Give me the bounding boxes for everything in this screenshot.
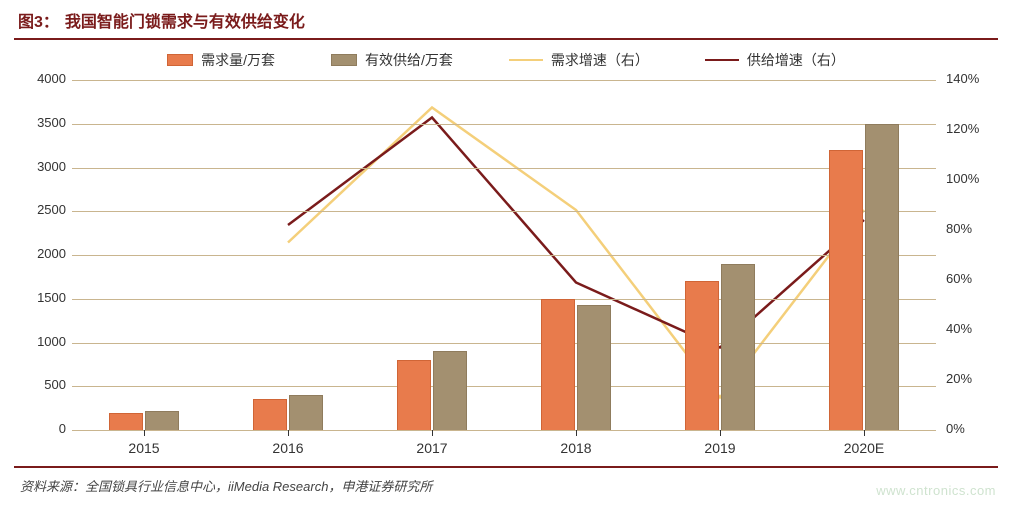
- source-label: 资料来源：全国锁具行业信息中心，iiMedia Research，申港证券研究所: [14, 472, 998, 495]
- watermark: www.cntronics.com: [876, 483, 996, 498]
- x-tick: [720, 430, 721, 436]
- legend-label: 需求量/万套: [201, 50, 275, 70]
- figure-number: 图3：: [18, 8, 59, 32]
- y-left-tick-label: 2500: [16, 202, 66, 217]
- y-right-tick-label: 60%: [946, 271, 1000, 286]
- bar: [577, 305, 610, 430]
- x-tick-label: 2016: [272, 440, 303, 456]
- bar: [829, 150, 862, 430]
- x-tick: [432, 430, 433, 436]
- bottom-rule: [14, 466, 998, 468]
- y-left-tick-label: 0: [16, 421, 66, 436]
- bar: [289, 395, 322, 430]
- legend-label: 需求增速（右）: [551, 50, 649, 70]
- x-tick-label: 2019: [704, 440, 735, 456]
- y-right-tick-label: 0%: [946, 421, 1000, 436]
- gridline: [72, 343, 936, 344]
- y-left-tick-label: 3500: [16, 115, 66, 130]
- gridline: [72, 124, 936, 125]
- legend-swatch: [167, 54, 193, 66]
- x-tick: [576, 430, 577, 436]
- title-rule: [14, 38, 998, 40]
- y-left-tick-label: 500: [16, 377, 66, 392]
- y-left-tick-label: 2000: [16, 246, 66, 261]
- legend-label: 供给增速（右）: [747, 50, 845, 70]
- legend-item: 供给增速（右）: [705, 50, 845, 70]
- figure-title-row: 图3： 我国智能门锁需求与有效供给变化: [14, 8, 998, 32]
- bar: [721, 264, 754, 430]
- legend-label: 有效供给/万套: [365, 50, 453, 70]
- bar: [541, 299, 574, 430]
- chart-area: 需求量/万套有效供给/万套需求增速（右）供给增速（右） 050010001500…: [14, 44, 998, 464]
- line-series: [288, 108, 864, 398]
- gridline: [72, 255, 936, 256]
- legend-line-swatch: [705, 59, 739, 62]
- x-tick-label: 2015: [128, 440, 159, 456]
- x-tick: [864, 430, 865, 436]
- legend: 需求量/万套 有效供给/万套 需求增速（右） 供给增速（右）: [14, 50, 998, 70]
- figure-title: 我国智能门锁需求与有效供给变化: [65, 8, 305, 32]
- line-series: [288, 118, 864, 348]
- chart-figure: 图3： 我国智能门锁需求与有效供给变化 需求量/万套 有效供给/万套 需求增速（右）…: [0, 0, 1012, 510]
- legend-item: 有效供给/万套: [331, 50, 453, 70]
- bar: [865, 124, 898, 430]
- y-right-tick-label: 120%: [946, 121, 1000, 136]
- bar: [685, 281, 718, 430]
- gridline: [72, 299, 936, 300]
- gridline: [72, 168, 936, 169]
- bar: [433, 351, 466, 430]
- legend-item: 需求增速（右）: [509, 50, 649, 70]
- y-right-tick-label: 100%: [946, 171, 1000, 186]
- x-tick-label: 2017: [416, 440, 447, 456]
- legend-item: 需求量/万套: [167, 50, 275, 70]
- bar: [397, 360, 430, 430]
- y-right-tick-label: 40%: [946, 321, 1000, 336]
- plot-area: 050010001500200025003000350040000%20%40%…: [72, 80, 936, 430]
- legend-swatch: [331, 54, 357, 66]
- x-tick-label: 2018: [560, 440, 591, 456]
- x-tick-label: 2020E: [844, 440, 884, 456]
- y-left-tick-label: 1000: [16, 334, 66, 349]
- gridline: [72, 80, 936, 81]
- gridline: [72, 211, 936, 212]
- y-right-tick-label: 140%: [946, 71, 1000, 86]
- x-tick: [144, 430, 145, 436]
- y-right-tick-label: 80%: [946, 221, 1000, 236]
- y-left-tick-label: 1500: [16, 290, 66, 305]
- legend-line-swatch: [509, 59, 543, 62]
- gridline: [72, 386, 936, 387]
- y-right-tick-label: 20%: [946, 371, 1000, 386]
- y-left-tick-label: 3000: [16, 159, 66, 174]
- x-tick: [288, 430, 289, 436]
- bar: [145, 411, 178, 430]
- y-left-tick-label: 4000: [16, 71, 66, 86]
- bar: [109, 413, 142, 431]
- gridline: [72, 430, 936, 431]
- bar: [253, 399, 286, 430]
